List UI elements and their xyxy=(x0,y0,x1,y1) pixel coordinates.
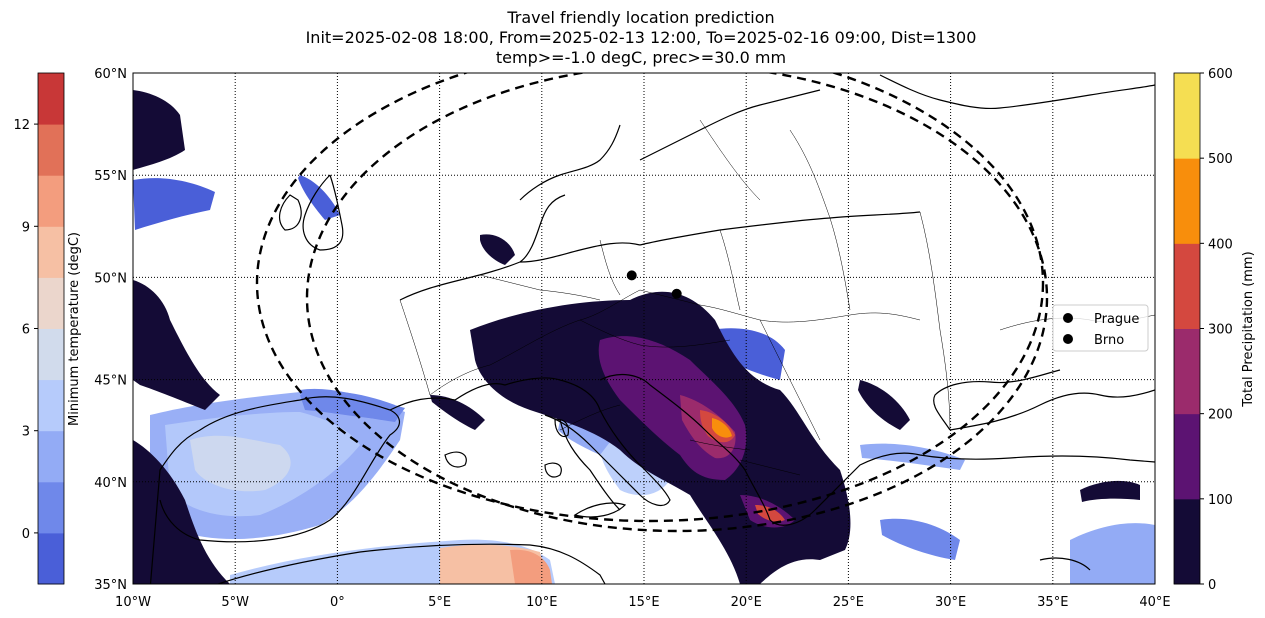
lon-tick-label: 15°E xyxy=(628,595,659,610)
temperature-colorbar-bin xyxy=(38,226,64,278)
precipitation-colorbar-bin xyxy=(1174,158,1200,244)
temperature-colorbar-bin xyxy=(38,328,64,381)
city-marker-prague xyxy=(626,270,637,281)
lat-tick-label: 60°N xyxy=(94,67,127,82)
map-frame xyxy=(132,72,1156,585)
lon-tick-label: 10°W xyxy=(115,595,151,610)
legend-label-brno: Brno xyxy=(1094,333,1124,348)
distance-circles xyxy=(255,73,1049,533)
precipitation-colorbar-bin xyxy=(1174,498,1200,585)
precipitation-field xyxy=(133,90,1140,584)
lon-tick-label: 5°W xyxy=(221,595,249,610)
title-line-2: Init=2025-02-08 18:00, From=2025-02-13 1… xyxy=(305,28,977,47)
lon-tick-label: 25°E xyxy=(833,595,864,610)
lat-tick-label: 40°N xyxy=(94,476,127,491)
lon-tick-label: 0° xyxy=(330,595,345,610)
title-line-3: temp>=-1.0 degC, prec>=30.0 mm xyxy=(495,48,787,67)
precipitation-colorbar-bin xyxy=(1174,73,1200,159)
lat-tick-label: 55°N xyxy=(94,169,127,184)
temperature-colorbar-bin xyxy=(38,481,64,534)
lat-tick-label: 35°N xyxy=(94,578,127,593)
precipitation-colorbar-bin xyxy=(1174,413,1200,500)
lon-tick-label: 10°E xyxy=(526,595,557,610)
temperature-colorbar-bin xyxy=(38,124,64,176)
temperature-colorbar-tick: 0 xyxy=(22,527,30,542)
lon-tick-label: 20°E xyxy=(731,595,762,610)
temperature-colorbar-label: Minimum temperature (degC) xyxy=(67,232,82,426)
lon-tick-label: 40°E xyxy=(1139,595,1170,610)
precipitation-colorbar-tick: 100 xyxy=(1208,493,1233,508)
precipitation-colorbar-tick: 400 xyxy=(1208,237,1233,252)
temperature-colorbar-tick: 12 xyxy=(13,118,30,133)
precipitation-colorbar-bin xyxy=(1174,243,1200,329)
precipitation-colorbar-tick: 300 xyxy=(1208,323,1233,338)
weather-fields xyxy=(133,90,1155,584)
lat-tick-label: 45°N xyxy=(94,374,127,389)
precipitation-colorbar-label: Total Precipitation (mm) xyxy=(1241,251,1256,407)
legend: Prague Brno xyxy=(1052,304,1149,352)
temperature-colorbar-bin xyxy=(38,379,64,432)
precipitation-colorbar-tick: 500 xyxy=(1208,152,1233,167)
temperature-colorbar-bin xyxy=(38,73,64,125)
precipitation-colorbar-bin xyxy=(1174,328,1200,415)
temperature-colorbar-tick: 6 xyxy=(22,323,30,338)
temperature-colorbar-tick: 3 xyxy=(22,425,30,440)
map-area xyxy=(133,73,1155,584)
city-marker-brno xyxy=(671,288,682,299)
temperature-colorbar-bin xyxy=(38,175,64,227)
title-line-1: Travel friendly location prediction xyxy=(507,8,775,27)
axis-ticks: 10°W 5°W 0° 5°E 10°E 15°E 20°E 25°E 30°E 35°E 40°E… xyxy=(94,67,1170,610)
lon-tick-label: 35°E xyxy=(1037,595,1068,610)
chart-title: Travel friendly location prediction Init… xyxy=(0,8,1265,68)
lon-tick-label: 30°E xyxy=(935,595,966,610)
temperature-colorbar-bin xyxy=(38,430,64,483)
precipitation-colorbar: 0 100 200 300 400 500 600 xyxy=(1173,67,1233,593)
precipitation-colorbar-tick: 200 xyxy=(1208,408,1233,423)
temperature-colorbar-tick: 9 xyxy=(22,220,30,235)
city-markers xyxy=(626,270,682,299)
legend-marker-prague xyxy=(1063,313,1073,323)
lat-tick-label: 50°N xyxy=(94,271,127,286)
temperature-field xyxy=(133,175,1155,584)
precipitation-colorbar-tick: 0 xyxy=(1208,578,1216,593)
precipitation-colorbar-tick: 600 xyxy=(1208,67,1233,82)
legend-label-prague: Prague xyxy=(1094,312,1139,327)
lon-tick-label: 5°E xyxy=(428,595,451,610)
coastlines xyxy=(149,74,1155,584)
temperature-colorbar-bin xyxy=(38,532,64,585)
temperature-colorbar: 0 3 6 9 12 xyxy=(13,72,65,585)
temperature-colorbar-bin xyxy=(38,277,64,329)
legend-marker-brno xyxy=(1063,334,1073,344)
